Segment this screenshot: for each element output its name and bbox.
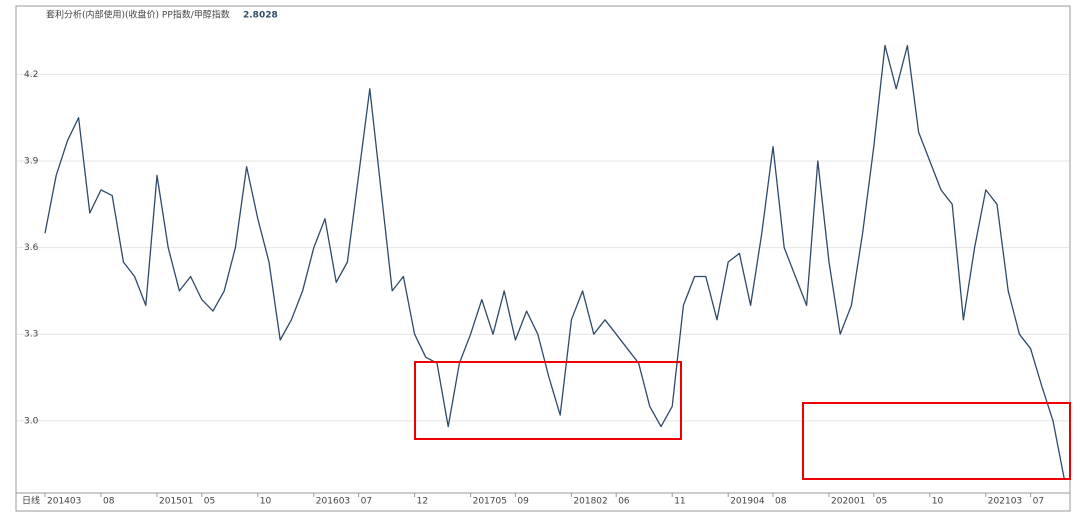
chart-frame — [15, 5, 1071, 512]
y-tick-label: 4.2 — [24, 70, 38, 80]
x-tick-label: 07 — [361, 497, 372, 507]
x-tick-label: 10 — [260, 497, 272, 507]
data-line — [44, 44, 1065, 479]
x-tick-label: 201904 — [730, 497, 765, 507]
highlight-box — [802, 402, 1071, 480]
last-value: 2.8028 — [243, 11, 278, 21]
x-tick-label: 11 — [674, 497, 685, 507]
highlight-box — [414, 361, 682, 440]
x-tick-label: 201603 — [316, 497, 350, 507]
period-label: 日线 — [22, 495, 40, 507]
y-tick-label: 3.6 — [24, 243, 39, 253]
x-tick-label: 202001 — [831, 497, 865, 507]
x-tick-label: 201705 — [473, 497, 507, 507]
x-tick-label: 202103 — [988, 497, 1022, 507]
chart-title: 套利分析(内部使用)(收盘价) PP指数/甲醇指数 — [46, 9, 230, 21]
x-tick-label: 05 — [204, 497, 215, 507]
x-tick-label: 12 — [417, 497, 428, 507]
x-tick-label: 201501 — [159, 497, 193, 507]
x-tick-label: 10 — [932, 497, 944, 507]
y-tick-label: 3.3 — [24, 330, 38, 340]
x-tick-label: 201403 — [47, 497, 81, 507]
x-tick-label: 06 — [618, 497, 630, 507]
y-tick-label: 3.0 — [24, 416, 39, 426]
x-tick-label: 08 — [775, 497, 787, 507]
x-tick-label: 201802 — [573, 497, 607, 507]
y-tick-label: 3.9 — [24, 157, 39, 167]
x-tick-label: 05 — [876, 497, 887, 507]
x-tick-label: 08 — [103, 497, 115, 507]
x-tick-label: 09 — [517, 497, 529, 507]
x-tick-label: 07 — [1033, 497, 1044, 507]
